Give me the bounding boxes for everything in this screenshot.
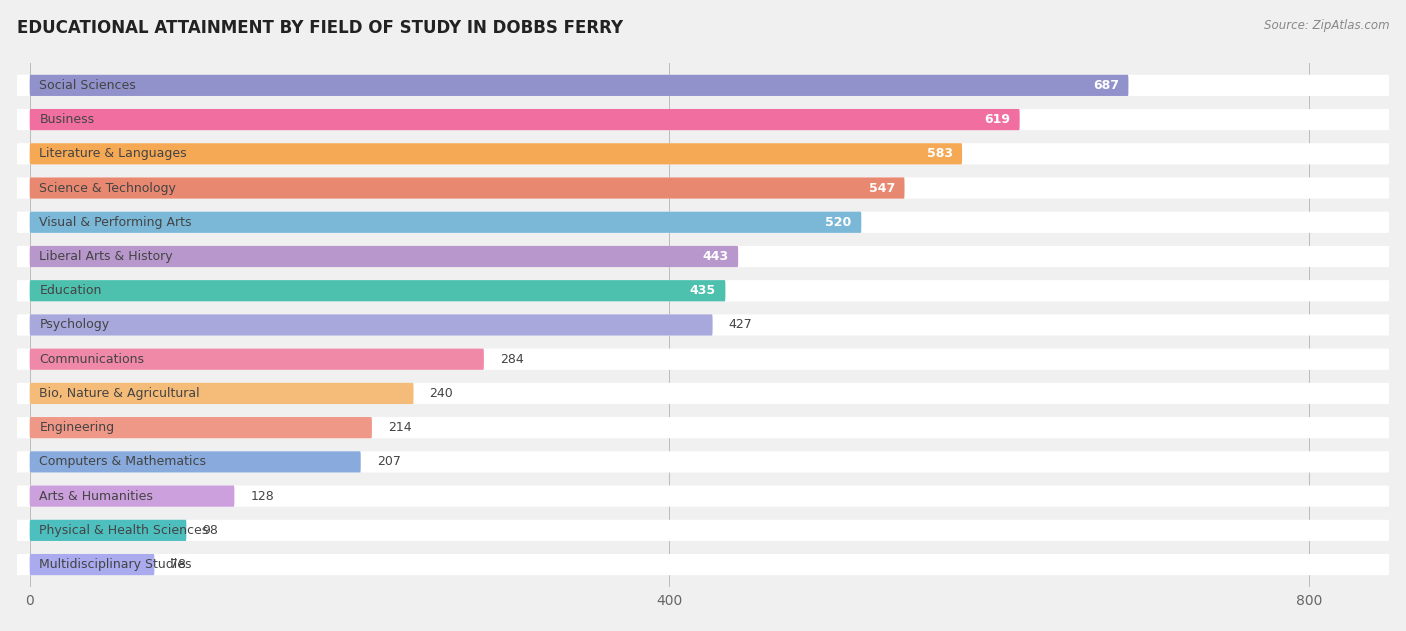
FancyBboxPatch shape xyxy=(30,109,1019,130)
FancyBboxPatch shape xyxy=(17,280,1389,302)
Text: 98: 98 xyxy=(202,524,218,537)
FancyBboxPatch shape xyxy=(17,143,1389,165)
Text: 207: 207 xyxy=(377,456,401,468)
FancyBboxPatch shape xyxy=(30,246,738,267)
Text: EDUCATIONAL ATTAINMENT BY FIELD OF STUDY IN DOBBS FERRY: EDUCATIONAL ATTAINMENT BY FIELD OF STUDY… xyxy=(17,19,623,37)
Text: 520: 520 xyxy=(825,216,852,229)
FancyBboxPatch shape xyxy=(17,520,1389,541)
FancyBboxPatch shape xyxy=(30,211,862,233)
FancyBboxPatch shape xyxy=(30,280,725,302)
FancyBboxPatch shape xyxy=(17,246,1389,267)
Text: Science & Technology: Science & Technology xyxy=(39,182,176,194)
Text: Multidisciplinary Studies: Multidisciplinary Studies xyxy=(39,558,191,571)
FancyBboxPatch shape xyxy=(17,554,1389,575)
Text: Visual & Performing Arts: Visual & Performing Arts xyxy=(39,216,191,229)
FancyBboxPatch shape xyxy=(17,177,1389,199)
FancyBboxPatch shape xyxy=(17,314,1389,336)
FancyBboxPatch shape xyxy=(30,485,235,507)
Text: Education: Education xyxy=(39,284,101,297)
FancyBboxPatch shape xyxy=(17,348,1389,370)
Text: Psychology: Psychology xyxy=(39,319,110,331)
Text: 128: 128 xyxy=(250,490,274,503)
FancyBboxPatch shape xyxy=(30,451,361,473)
FancyBboxPatch shape xyxy=(17,417,1389,439)
FancyBboxPatch shape xyxy=(30,383,413,404)
Text: Liberal Arts & History: Liberal Arts & History xyxy=(39,250,173,263)
FancyBboxPatch shape xyxy=(17,451,1389,473)
Text: 583: 583 xyxy=(927,147,952,160)
FancyBboxPatch shape xyxy=(17,211,1389,233)
FancyBboxPatch shape xyxy=(30,348,484,370)
FancyBboxPatch shape xyxy=(30,554,155,575)
Text: 619: 619 xyxy=(984,113,1010,126)
Text: 443: 443 xyxy=(703,250,728,263)
Text: 547: 547 xyxy=(869,182,896,194)
FancyBboxPatch shape xyxy=(30,74,1129,96)
Text: 214: 214 xyxy=(388,421,412,434)
FancyBboxPatch shape xyxy=(30,143,962,165)
Text: 687: 687 xyxy=(1092,79,1119,92)
Text: Source: ZipAtlas.com: Source: ZipAtlas.com xyxy=(1264,19,1389,32)
Text: Literature & Languages: Literature & Languages xyxy=(39,147,187,160)
Text: Engineering: Engineering xyxy=(39,421,114,434)
FancyBboxPatch shape xyxy=(30,314,713,336)
FancyBboxPatch shape xyxy=(17,74,1389,96)
Text: Arts & Humanities: Arts & Humanities xyxy=(39,490,153,503)
FancyBboxPatch shape xyxy=(30,520,187,541)
FancyBboxPatch shape xyxy=(30,417,373,439)
Text: Business: Business xyxy=(39,113,94,126)
Text: Computers & Mathematics: Computers & Mathematics xyxy=(39,456,207,468)
Text: Social Sciences: Social Sciences xyxy=(39,79,136,92)
FancyBboxPatch shape xyxy=(17,109,1389,130)
Text: 435: 435 xyxy=(690,284,716,297)
Text: 240: 240 xyxy=(429,387,453,400)
FancyBboxPatch shape xyxy=(30,177,904,199)
Text: Communications: Communications xyxy=(39,353,145,366)
Text: 78: 78 xyxy=(170,558,187,571)
Text: Physical & Health Sciences: Physical & Health Sciences xyxy=(39,524,208,537)
Text: 427: 427 xyxy=(728,319,752,331)
Text: 284: 284 xyxy=(501,353,523,366)
Text: Bio, Nature & Agricultural: Bio, Nature & Agricultural xyxy=(39,387,200,400)
FancyBboxPatch shape xyxy=(17,383,1389,404)
FancyBboxPatch shape xyxy=(17,485,1389,507)
